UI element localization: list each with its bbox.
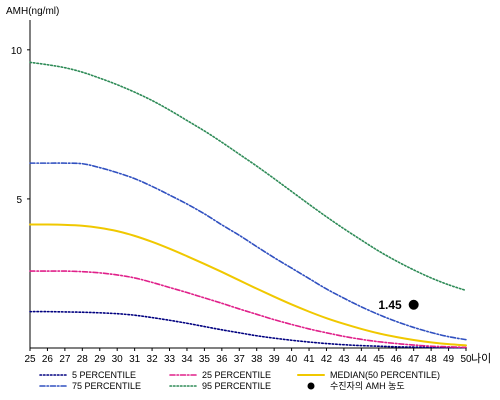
legend-label-25-percentile: 25 PERCENTILE	[202, 370, 271, 380]
x-tick-label: 32	[147, 354, 159, 365]
y-tick-label: 10	[11, 46, 23, 57]
x-tick-label: 38	[251, 354, 263, 365]
legend-swatch-patient-point	[307, 382, 315, 390]
x-tick-label: 40	[286, 354, 298, 365]
y-axis-title: AMH(ng/ml)	[6, 6, 59, 17]
x-tick-label: 35	[199, 354, 211, 365]
x-tick-label: 31	[129, 354, 141, 365]
legend-label-75-percentile: 75 PERCENTILE	[72, 381, 141, 391]
x-ticks: 25 26 27 28 29 30 31 32 33 34 35 36 37 38 39 40 41 42 43 44…	[24, 348, 472, 365]
x-tick-label: 47	[408, 354, 420, 365]
x-tick-label: 34	[181, 354, 193, 365]
x-tick-label: 27	[59, 354, 71, 365]
series-line-75-percentile	[29, 162, 467, 341]
x-tick-label: 37	[234, 354, 246, 365]
series-line-5-percentile	[29, 310, 467, 349]
y-ticks: 5 10	[11, 46, 30, 206]
legend-label-5-percentile: 5 PERCENTILE	[72, 370, 136, 380]
legend: 5 PERCENTILE 25 PERCENTILE MEDIAN(50 PERCE…	[39, 370, 440, 391]
x-tick-label: 36	[216, 354, 228, 365]
x-tick-label: 25	[24, 354, 36, 365]
y-tick-label: 5	[16, 195, 22, 206]
patient-amh-point	[408, 299, 419, 310]
series-line-25-percentile	[29, 270, 467, 349]
x-tick-label: 45	[373, 354, 385, 365]
x-tick-label: 29	[94, 354, 106, 365]
x-tick-label: 43	[338, 354, 350, 365]
x-tick-label: 49	[443, 354, 455, 365]
x-tick-label: 28	[77, 354, 89, 365]
x-tick-label: 30	[112, 354, 124, 365]
x-tick-label: 33	[164, 354, 176, 365]
x-tick-label: 48	[426, 354, 438, 365]
x-tick-label: 50	[460, 354, 472, 365]
axes	[29, 20, 466, 349]
x-tick-label: 39	[269, 354, 281, 365]
legend-label-patient-point: 수진자의 AMH 농도	[330, 381, 405, 391]
series-line-median	[29, 223, 467, 347]
x-tick-label: 26	[42, 354, 54, 365]
x-axis-title: 나이	[471, 352, 491, 365]
patient-point-group: 1.45	[378, 298, 419, 312]
legend-label-95-percentile: 95 PERCENTILE	[202, 381, 271, 391]
legend-label-median: MEDIAN(50 PERCENTILE)	[330, 370, 440, 380]
series-group	[29, 61, 467, 349]
x-tick-label: 46	[391, 354, 403, 365]
x-tick-label: 41	[303, 354, 315, 365]
series-line-95-percentile	[29, 61, 467, 292]
patient-amh-label: 1.45	[378, 298, 402, 312]
x-tick-label: 44	[356, 354, 368, 365]
x-tick-label: 42	[321, 354, 333, 365]
